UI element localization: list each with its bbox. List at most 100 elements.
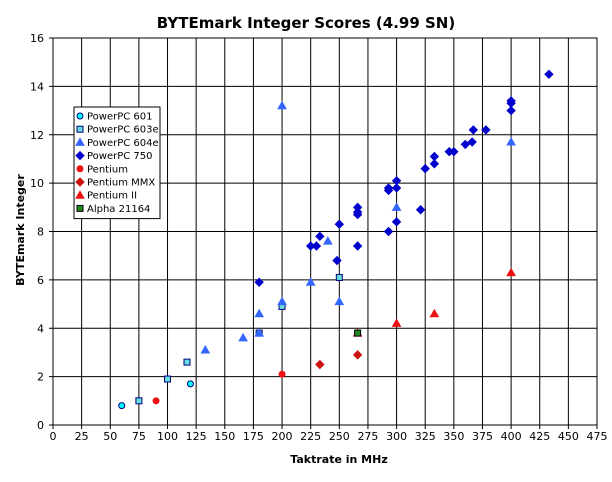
data-point <box>278 370 286 378</box>
data-point <box>311 241 322 251</box>
data-point <box>429 159 440 169</box>
x-tick-label: 100 <box>157 430 178 443</box>
legend-entry-label: Pentium II <box>87 191 137 202</box>
data-point <box>354 329 362 337</box>
x-tick-label: 350 <box>443 430 464 443</box>
data-point <box>544 69 554 79</box>
x-tick-label: 450 <box>558 430 579 443</box>
x-tick-label: 50 <box>103 430 117 443</box>
data-point <box>335 273 343 281</box>
legend-entry-label: PowerPC 604e <box>87 138 159 149</box>
legend-marker <box>76 165 84 173</box>
data-point <box>449 146 459 157</box>
x-tick-label: 375 <box>472 430 493 443</box>
y-tick-label: 10 <box>30 177 44 190</box>
data-point <box>200 345 211 354</box>
data-point <box>420 163 430 174</box>
x-tick-label: 200 <box>272 430 293 443</box>
data-point <box>391 318 402 327</box>
y-tick-label: 6 <box>37 274 44 287</box>
data-point <box>135 397 143 405</box>
legend-entry-label: Alpha 21164 <box>87 204 150 215</box>
data-point <box>183 358 191 366</box>
y-tick-label: 4 <box>37 322 44 335</box>
y-tick-label: 16 <box>30 32 44 45</box>
x-tick-label: 25 <box>75 430 89 443</box>
data-point <box>383 183 394 193</box>
data-point <box>118 402 126 410</box>
legend-entry-label: Pentium <box>87 164 128 175</box>
data-point <box>391 183 402 193</box>
legend-marker <box>76 125 84 133</box>
data-point <box>506 267 516 277</box>
legend-marker <box>76 204 84 212</box>
data-point <box>254 308 265 318</box>
data-point <box>506 96 516 106</box>
data-point <box>277 296 287 306</box>
y-tick-label: 8 <box>37 226 44 239</box>
legend-marker <box>75 177 85 187</box>
data-point <box>468 125 479 135</box>
data-point <box>277 100 287 110</box>
x-tick-label: 75 <box>132 430 146 443</box>
data-point <box>460 139 471 150</box>
series-pentium-mmx <box>315 350 363 370</box>
legend-box <box>73 106 161 220</box>
legend-marker <box>75 137 85 146</box>
legend-marker <box>75 150 85 161</box>
chart-title: BYTEmark Integer Scores (4.99 SN) <box>157 14 455 32</box>
legend-marker <box>75 190 85 199</box>
data-point <box>254 277 264 288</box>
x-tick-label: 425 <box>529 430 550 443</box>
data-point <box>429 308 440 318</box>
x-tick-label: 400 <box>501 430 522 443</box>
series-powerpc-750 <box>254 69 554 288</box>
data-point <box>352 207 363 217</box>
legend-entry-label: PowerPC 601 <box>87 112 153 123</box>
data-point <box>481 125 491 135</box>
legend-entry-label: PowerPC 750 <box>87 151 153 162</box>
data-point <box>391 175 402 186</box>
data-point <box>467 137 477 147</box>
x-tick-label: 150 <box>214 430 235 443</box>
data-point <box>352 202 363 213</box>
data-point <box>254 328 265 337</box>
data-point <box>315 231 325 242</box>
data-point <box>352 350 363 360</box>
data-points <box>118 69 554 410</box>
series-alpha-21164 <box>354 329 362 337</box>
data-point <box>238 332 248 342</box>
data-point <box>152 397 160 405</box>
data-point <box>506 136 516 146</box>
legend: PowerPC 601 PowerPC 603e PowerPC 604e Power… <box>73 106 161 220</box>
x-tick-label: 175 <box>243 430 264 443</box>
series-pentium <box>152 370 286 405</box>
data-point <box>186 380 194 388</box>
series-powerpc-601 <box>118 380 194 410</box>
data-point <box>383 226 394 237</box>
data-point <box>506 105 516 116</box>
x-tick-label: 0 <box>50 430 57 443</box>
legend-marker <box>76 112 84 120</box>
x-tick-label: 125 <box>186 430 207 443</box>
data-point <box>415 205 426 215</box>
data-point <box>315 359 325 370</box>
data-point <box>164 375 172 383</box>
data-point <box>391 217 402 227</box>
data-point <box>429 151 440 162</box>
data-point <box>391 202 402 211</box>
y-tick-label: 14 <box>30 80 44 93</box>
data-point <box>334 219 345 229</box>
x-tick-label: 475 <box>587 430 608 443</box>
y-tick-label: 12 <box>30 129 44 142</box>
y-axis-label: BYTEmark Integer <box>14 174 27 286</box>
data-point <box>323 236 333 245</box>
data-point <box>334 296 345 306</box>
series-powerpc-604e <box>200 100 516 354</box>
legend-entry-label: Pentium MMX <box>87 178 155 189</box>
x-tick-label: 225 <box>300 430 321 443</box>
axis-ticks: 0 25 50 75 100 125 150 175 200 225 250 275 300 325 350… <box>30 32 608 443</box>
y-tick-label: 0 <box>37 419 44 432</box>
